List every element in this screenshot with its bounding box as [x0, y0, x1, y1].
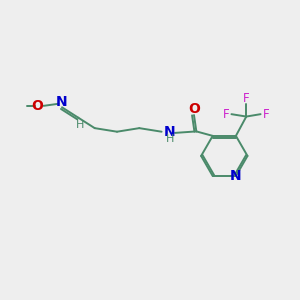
Text: F: F	[243, 92, 250, 105]
Text: H: H	[165, 134, 174, 144]
Text: F: F	[223, 108, 230, 121]
Text: N: N	[230, 169, 242, 183]
Text: F: F	[262, 108, 269, 121]
Text: N: N	[56, 95, 67, 109]
Text: H: H	[76, 120, 84, 130]
Text: O: O	[188, 101, 200, 116]
Text: O: O	[32, 99, 44, 113]
Text: N: N	[164, 125, 176, 139]
